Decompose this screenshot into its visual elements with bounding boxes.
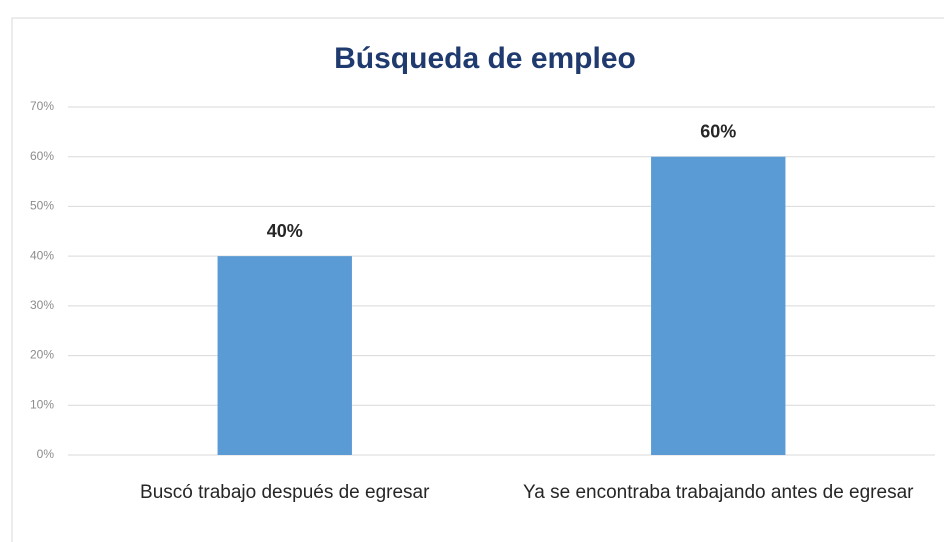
- y-tick-label: 20%: [30, 348, 54, 362]
- y-tick-label: 10%: [30, 397, 54, 411]
- bar: [217, 256, 352, 455]
- y-tick-label: 70%: [30, 99, 54, 113]
- y-tick-label: 30%: [30, 298, 54, 312]
- chart-title: Búsqueda de empleo: [334, 42, 636, 75]
- y-tick-label: 40%: [30, 248, 54, 262]
- data-label: 60%: [700, 121, 736, 141]
- y-tick-label: 60%: [30, 149, 54, 163]
- data-label: 40%: [267, 221, 303, 241]
- bar: [651, 156, 786, 455]
- x-tick-label: Ya se encontraba trabajando antes de egr…: [523, 482, 914, 503]
- chart-border: [11, 17, 944, 542]
- x-tick-label: Buscó trabajo después de egresar: [140, 482, 430, 503]
- y-tick-label: 50%: [30, 199, 54, 213]
- y-tick-label: 0%: [37, 447, 55, 461]
